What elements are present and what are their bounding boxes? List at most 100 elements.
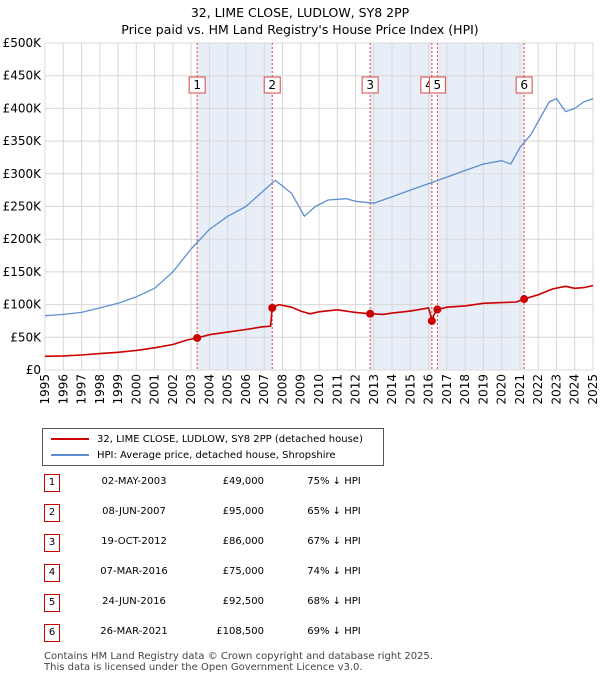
series-lines (44, 97, 594, 358)
transaction-price: £108,500 (216, 626, 264, 637)
x-tick-label: 2010 (312, 374, 326, 405)
y-tick-label: £150K (3, 265, 43, 279)
y-tick-label: £450K (3, 69, 43, 83)
transaction-hpi: 69% ↓ HPI (307, 626, 361, 637)
x-tick-label: 2019 (476, 374, 490, 405)
title-line-2: Price paid vs. HM Land Registry's House … (121, 22, 479, 37)
x-tick-label: 2017 (440, 374, 454, 405)
x-tick-label: 2025 (586, 374, 600, 405)
legend-swatch-hpi (51, 454, 89, 456)
y-tick-label: £250K (3, 200, 43, 214)
x-tick-label: 1998 (93, 374, 107, 405)
transaction-date: 07-MAR-2016 (100, 566, 168, 577)
table-row: 1 02-MAY-2003 £49,000 75% ↓ HPI (44, 474, 444, 492)
marker-box (263, 76, 281, 94)
transaction-marker: 3 (361, 76, 379, 94)
legend-item-hpi: HPI: Average price, detached house, Shro… (51, 448, 336, 462)
chart-title: 32, LIME CLOSE, LUDLOW, SY8 2PP Price pa… (0, 4, 600, 38)
transaction-price: £95,000 (222, 506, 264, 517)
transaction-price: £92,500 (222, 596, 264, 607)
transaction-marker: 6 (515, 76, 533, 94)
x-tick-label: 2006 (239, 374, 253, 405)
price-chart: 123456 £0£50K£100K£150K£200K£250K£300K£3… (3, 36, 600, 405)
table-row: 5 24-JUN-2016 £92,500 68% ↓ HPI (44, 594, 444, 612)
transaction-number: 5 (44, 594, 60, 612)
transaction-price: £86,000 (222, 536, 264, 547)
x-tick-label: 1995 (38, 374, 52, 405)
transaction-price: £49,000 (222, 476, 264, 487)
transaction-number: 1 (44, 474, 60, 492)
x-tick-label: 2000 (129, 374, 143, 405)
transaction-point (433, 305, 442, 314)
x-tick-label: 2008 (275, 374, 289, 405)
footer: Contains HM Land Registry data © Crown c… (44, 651, 433, 673)
transaction-date: 08-JUN-2007 (102, 506, 166, 517)
y-tick-label: £200K (3, 232, 43, 246)
transaction-date: 19-OCT-2012 (101, 536, 167, 547)
transaction-date: 26-MAR-2021 (100, 626, 168, 637)
y-tick-label: £500K (3, 36, 43, 50)
marker-box (188, 76, 206, 94)
y-axis-ticks: £0 £50K £100K £150K £200K £250K £300K £350K £400… (3, 36, 43, 377)
x-tick-label: 2014 (385, 374, 399, 405)
x-tick-label: 1999 (111, 374, 125, 405)
transaction-marker: 5 (428, 76, 446, 94)
x-tick-label: 2022 (531, 374, 545, 405)
x-tick-label: 2005 (221, 374, 235, 405)
transaction-hpi: 75% ↓ HPI (307, 476, 361, 487)
transaction-point (193, 333, 202, 342)
x-tick-label: 2023 (549, 374, 563, 405)
x-tick-label: 2013 (367, 374, 381, 405)
transaction-hpi: 65% ↓ HPI (307, 506, 361, 517)
transaction-point (520, 295, 529, 304)
x-tick-label: 2003 (184, 374, 198, 405)
marker-box (361, 76, 379, 94)
table-row: 3 19-OCT-2012 £86,000 67% ↓ HPI (44, 534, 444, 552)
transaction-points (193, 295, 529, 342)
x-tick-label: 2015 (403, 374, 417, 405)
x-tick-label: 2009 (294, 374, 308, 405)
x-tick-label: 2011 (330, 374, 344, 405)
marker-box (515, 76, 533, 94)
y-tick-label: £50K (10, 330, 42, 344)
legend-label-property: 32, LIME CLOSE, LUDLOW, SY8 2PP (detache… (97, 433, 363, 445)
transaction-number: 2 (44, 504, 60, 522)
legend-swatch-property (51, 438, 89, 440)
transaction-number: 4 (44, 564, 60, 582)
y-tick-label: £350K (3, 134, 43, 148)
transaction-number: 3 (44, 534, 60, 552)
marker-label: 3 (366, 78, 374, 92)
transaction-hpi: 74% ↓ HPI (307, 566, 361, 577)
transaction-date: 24-JUN-2016 (102, 596, 166, 607)
x-tick-label: 2012 (349, 374, 363, 405)
table-row: 4 07-MAR-2016 £75,000 74% ↓ HPI (44, 564, 444, 582)
transaction-marker: 2 (263, 76, 281, 94)
footer-copyright: Contains HM Land Registry data © Crown c… (44, 651, 433, 662)
transaction-point (427, 316, 436, 325)
title-line-1: 32, LIME CLOSE, LUDLOW, SY8 2PP (190, 5, 410, 20)
marker-box (428, 76, 446, 94)
footer-licence: This data is licensed under the Open Gov… (44, 662, 363, 673)
x-tick-label: 2001 (148, 374, 162, 405)
table-row: 2 08-JUN-2007 £95,000 65% ↓ HPI (44, 504, 444, 522)
transaction-point (366, 309, 375, 318)
x-tick-label: 2016 (422, 374, 436, 405)
y-tick-label: £300K (3, 167, 43, 181)
x-tick-label: 2002 (166, 374, 180, 405)
x-tick-label: 2020 (495, 374, 509, 405)
transaction-date: 02-MAY-2003 (101, 476, 167, 487)
transaction-markers: 123456 (188, 76, 533, 94)
y-tick-label: £400K (3, 101, 43, 115)
transaction-marker: 1 (188, 76, 206, 94)
transaction-hpi: 68% ↓ HPI (307, 596, 361, 607)
legend-label-hpi: HPI: Average price, detached house, Shro… (97, 449, 336, 461)
hpi-line (44, 97, 594, 317)
x-axis-ticks: 1995 1996 1997 1998 1999 2000 2001 2002 2003 2004… (38, 374, 600, 405)
x-tick-label: 2021 (513, 374, 527, 405)
y-tick-label: £100K (3, 298, 43, 312)
transaction-number: 6 (44, 624, 60, 642)
marker-label: 5 (434, 78, 442, 92)
x-tick-label: 1997 (75, 374, 89, 405)
x-tick-label: 2007 (257, 374, 271, 405)
transaction-price: £75,000 (222, 566, 264, 577)
